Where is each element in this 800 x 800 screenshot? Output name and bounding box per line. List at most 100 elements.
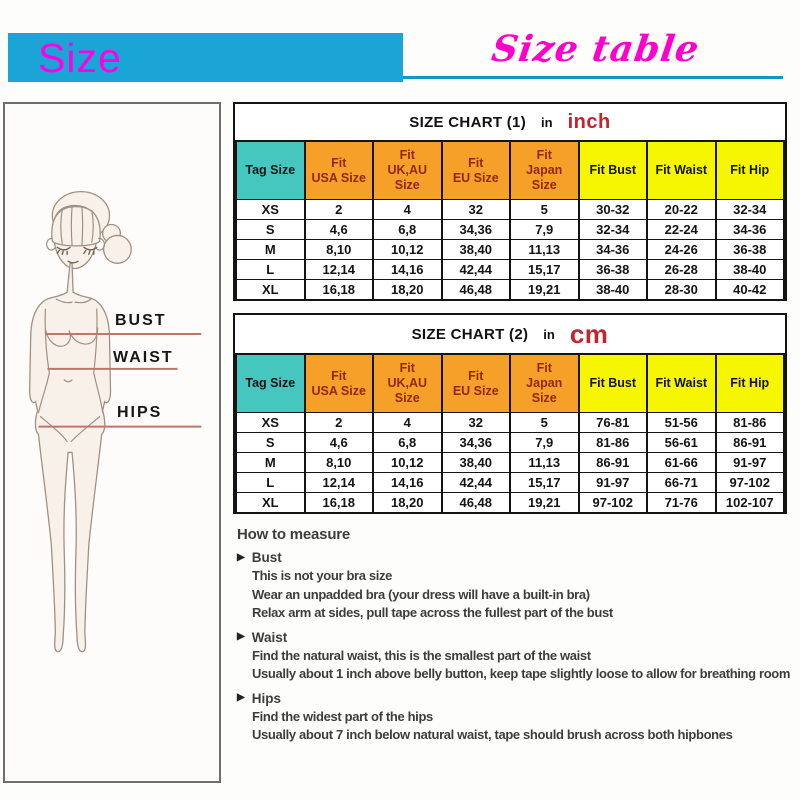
table-cell: 7,9	[509, 219, 580, 240]
hips-label: HIPS	[117, 404, 163, 421]
table-cell: 14,16	[372, 259, 443, 280]
table-cell: 51-56	[646, 412, 717, 433]
table-cell: 91-97	[714, 452, 785, 473]
measure-item-label: Hips	[251, 690, 281, 706]
table-row: L 12,14 14,16 42,44 15,17 36-38 26-28 38-40	[235, 259, 785, 280]
table-cell: 97-102	[577, 492, 648, 512]
table-cell: 42,44	[440, 259, 511, 280]
table-cell: 61-66	[646, 452, 717, 473]
measure-pointer-lines	[38, 332, 202, 428]
unit-word: in	[541, 114, 553, 130]
table-cell: 86-91	[714, 432, 785, 453]
table-cell: L	[235, 259, 306, 280]
table-cell: 11,13	[509, 452, 580, 473]
table-cell: 15,17	[509, 472, 580, 493]
column-header: Fit EU Size	[440, 142, 511, 200]
table-cell: 8,10	[303, 452, 374, 473]
table-cell: 34-36	[714, 219, 785, 240]
table-cell: 4	[372, 412, 443, 433]
table-row: L 12,14 14,16 42,44 15,17 91-97 66-71 97-102	[235, 472, 785, 493]
table-title: SIZE CHART (2)	[411, 325, 529, 343]
table-cell: 56-61	[646, 432, 717, 453]
table-cell: 30-32	[577, 199, 648, 220]
measure-instruction: Find the widest part of the hips	[252, 708, 433, 724]
table-cell: XL	[235, 279, 306, 299]
table-cell: 86-91	[577, 452, 648, 473]
table-cell: 5	[509, 412, 580, 433]
bullet-icon: ▶	[237, 631, 245, 642]
table-row: XL 16,18 18,20 46,48 19,21 97-102 71-76 102-107	[235, 492, 785, 512]
measure-instruction: This is not your bra size	[252, 568, 393, 583]
column-header: Fit USA Size	[303, 355, 374, 413]
table-title-row: SIZE CHART (1) in inch	[235, 104, 785, 142]
unit-label: cm	[569, 318, 609, 349]
table-cell: 6,8	[372, 432, 443, 453]
size-banner: Size	[8, 33, 403, 82]
column-header: Fit Bust	[577, 142, 648, 200]
table-cell: S	[235, 219, 306, 240]
table-cell: 46,48	[440, 279, 511, 299]
table-cell: 11,13	[509, 239, 580, 260]
column-header: Fit Japan Size	[509, 355, 580, 413]
table-cell: 36-38	[577, 259, 648, 280]
table-cell: 4	[372, 199, 443, 220]
measure-item-hips: ▶ Hips	[237, 691, 797, 706]
measure-item-bust: ▶ Bust	[237, 550, 797, 565]
column-header: Fit UK,AU Size	[372, 355, 443, 413]
size-table-script-title: Size table	[489, 28, 703, 70]
table-cell: 32-34	[714, 199, 785, 220]
column-header: Fit USA Size	[303, 142, 374, 200]
table-row: M 8,10 10,12 38,40 11,13 34-36 24-26 36-38	[235, 239, 785, 260]
table-row: XS 2 4 32 5 76-81 51-56 81-86	[235, 412, 785, 433]
header-divider-line	[403, 76, 783, 79]
table-cell: 66-71	[646, 472, 717, 493]
table-cell: 34,36	[440, 219, 511, 240]
table-cell: 4,6	[303, 219, 374, 240]
table-row: XS 2 4 32 5 30-32 20-22 32-34	[235, 199, 785, 220]
table-cell: 12,14	[303, 472, 374, 493]
table-cell: 38,40	[440, 239, 511, 260]
table-cell: XS	[235, 199, 306, 220]
size-chart-cm-table: SIZE CHART (2) in cm Tag Size Fit USA Siz…	[233, 313, 787, 514]
table-cell: 19,21	[509, 492, 580, 512]
table-cell: 40-42	[714, 279, 785, 299]
table-cell: 4,6	[303, 432, 374, 453]
table-row: M 8,10 10,12 38,40 11,13 86-91 61-66 91-97	[235, 452, 785, 473]
table-cell: 2	[303, 199, 374, 220]
measure-item-label: Waist	[251, 629, 288, 645]
table-cell: 10,12	[372, 239, 443, 260]
table-cell: 20-22	[646, 199, 717, 220]
column-header: Fit Hip	[714, 355, 785, 413]
table-cell: 16,18	[303, 279, 374, 299]
column-header: Fit Hip	[714, 142, 785, 200]
table-cell: 18,20	[372, 492, 443, 512]
column-header: Fit EU Size	[440, 355, 511, 413]
measure-instruction: Usually about 1 inch above belly button,…	[252, 666, 791, 681]
table-cell: 91-97	[577, 472, 648, 493]
table-cell: 19,21	[509, 279, 580, 299]
waist-label: WAIST	[113, 349, 174, 366]
table-cell: 14,16	[372, 472, 443, 493]
bullet-icon: ▶	[237, 692, 245, 703]
unit-word: in	[543, 326, 555, 342]
table-cell: S	[235, 432, 306, 453]
column-header: Tag Size	[235, 355, 306, 413]
header-row: Tag Size Fit USA Size Fit UK,AU Size Fit EU…	[235, 355, 785, 413]
column-header: Fit UK,AU Size	[372, 142, 443, 200]
table-cell: M	[235, 239, 306, 260]
table-cell: 38-40	[577, 279, 648, 299]
body-figure-panel	[3, 102, 221, 783]
table-row: S 4,6 6,8 34,36 7,9 81-86 56-61 86-91	[235, 432, 785, 453]
unit-label: inch	[567, 110, 611, 133]
table-cell: 16,18	[303, 492, 374, 512]
how-to-measure-section: How to measure ▶ Bust This is not your b…	[237, 526, 797, 745]
table-cell: 34-36	[577, 239, 648, 260]
table-cell: 2	[303, 412, 374, 433]
table-cell: 76-81	[577, 412, 648, 433]
size-data-table: Tag Size Fit USA Size Fit UK,AU Size Fit EU…	[235, 142, 785, 299]
bullet-icon: ▶	[237, 551, 245, 563]
table-cell: 22-24	[646, 219, 717, 240]
column-header: Fit Waist	[646, 355, 717, 413]
how-to-measure-title: How to measure	[237, 526, 351, 543]
